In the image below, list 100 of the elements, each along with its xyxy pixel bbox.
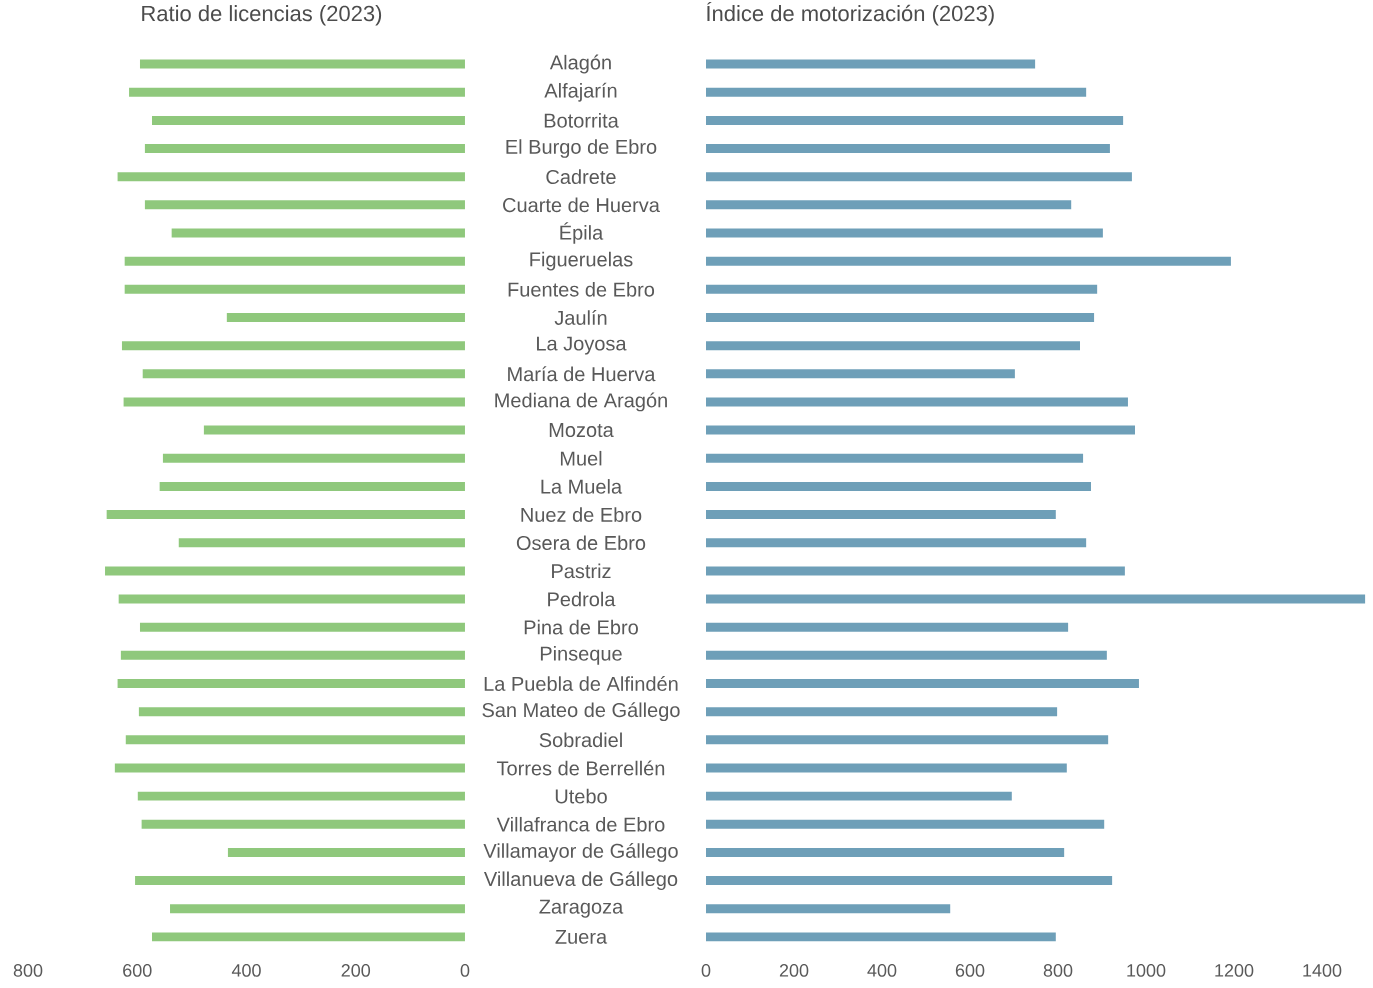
x-tick-label: 600 [123,964,152,977]
x-tick-label: 200 [779,964,809,977]
bar [139,622,465,632]
bar [226,312,465,322]
bar [706,932,1056,942]
y-tick-label: Muel [560,450,602,466]
bar [227,847,465,857]
x-tick-label: 1200 [1215,964,1254,977]
y-tick-label: San Mateo de Gállego [482,702,680,722]
bar [706,172,1132,182]
bar [706,538,1087,548]
bar [706,312,1095,322]
y-tick-label: Villafranca de Ebro [496,816,665,832]
bar [121,341,465,351]
bar [706,510,1056,520]
bar [137,791,465,801]
y-tick-label: Jaulín [554,310,607,325]
chart-title: Índice de motorización (2023) [706,1,994,26]
bar [706,735,1109,745]
bar [139,59,465,69]
bar [706,425,1135,435]
x-tick-label: 200 [341,964,371,977]
bar [706,847,1065,857]
bar [203,425,465,435]
bar [138,707,465,717]
bar [144,144,465,154]
bar [162,453,465,463]
x-tick-label: 1400 [1303,964,1342,977]
bar [105,566,465,576]
y-tick-label: Mediana de Aragón [495,392,667,412]
y-tick-label: Villamayor de Gállego [483,843,678,862]
bar [706,650,1107,660]
x-tick-label: 800 [13,964,43,977]
y-tick-label: La Joyosa [537,336,627,355]
bar [706,819,1105,829]
y-tick-label: Botorrita [544,113,619,128]
y-tick-label: Utebo [555,788,607,804]
bar [152,115,465,125]
bar [706,904,951,914]
y-tick-label: Cadrete [546,169,616,185]
bar [117,172,465,182]
x-tick-label: 1000 [1127,964,1166,977]
y-tick-label: Pinseque [540,646,622,665]
bar [706,228,1103,238]
bar [152,932,465,942]
y-tick-label: Épila [560,222,604,244]
bar [706,453,1084,463]
bar [124,256,465,266]
y-tick-label: Torres de Berrellén [496,760,665,776]
y-tick-label: Pastriz [552,563,611,579]
x-tick-label: 400 [867,964,897,977]
y-tick-label: Pedrola [548,591,616,607]
y-tick-label: Villanueva de Gállego [483,871,678,891]
y-tick-label: Nuez de Ebro [521,507,642,522]
bar [706,481,1091,491]
bar [118,594,465,604]
x-tick-label: 0 [460,964,470,977]
bar [706,791,1012,801]
bar [706,566,1125,576]
bar [706,594,1366,604]
bar [117,679,465,689]
bar [123,397,465,407]
bar [706,397,1128,407]
bar [706,284,1098,294]
y-tick-label: Pina de Ebro [524,619,638,635]
x-tick-label: 0 [701,964,711,977]
bar [135,876,465,886]
bar [129,87,465,97]
bar [171,228,465,238]
bar [706,144,1110,154]
bar [706,369,1015,379]
y-tick-label: Zuera [555,929,608,944]
x-tick-label: 600 [955,964,985,977]
y-tick-label: La Puebla de Alfindén [484,676,678,691]
bar [144,200,465,210]
bar [125,735,465,745]
y-tick-label: Figueruelas [530,251,633,271]
bar [706,87,1087,97]
chart-title: Ratio de licencias (2023) [142,5,382,26]
x-tick-label: 800 [1043,964,1073,977]
bar [142,369,465,379]
bar [706,679,1139,689]
y-tick-label: Sobradiel [539,732,622,748]
y-tick-label: Osera de Ebro [516,535,646,551]
bar [706,115,1124,125]
bar [706,256,1231,266]
bar [178,538,465,548]
bar [141,819,465,829]
y-tick-label: Zaragoza [539,899,624,918]
bar [706,59,1036,69]
y-tick-label: Alagón [549,54,611,74]
bar [706,876,1113,886]
bar [706,707,1058,717]
bar [706,200,1072,210]
bar [706,763,1067,773]
y-tick-label: El Burgo de Ebro [506,139,657,158]
bar [159,481,465,491]
bar [106,510,465,520]
y-tick-label: Fuentes de Ebro [508,281,655,297]
y-tick-label: Mozota [549,423,614,438]
